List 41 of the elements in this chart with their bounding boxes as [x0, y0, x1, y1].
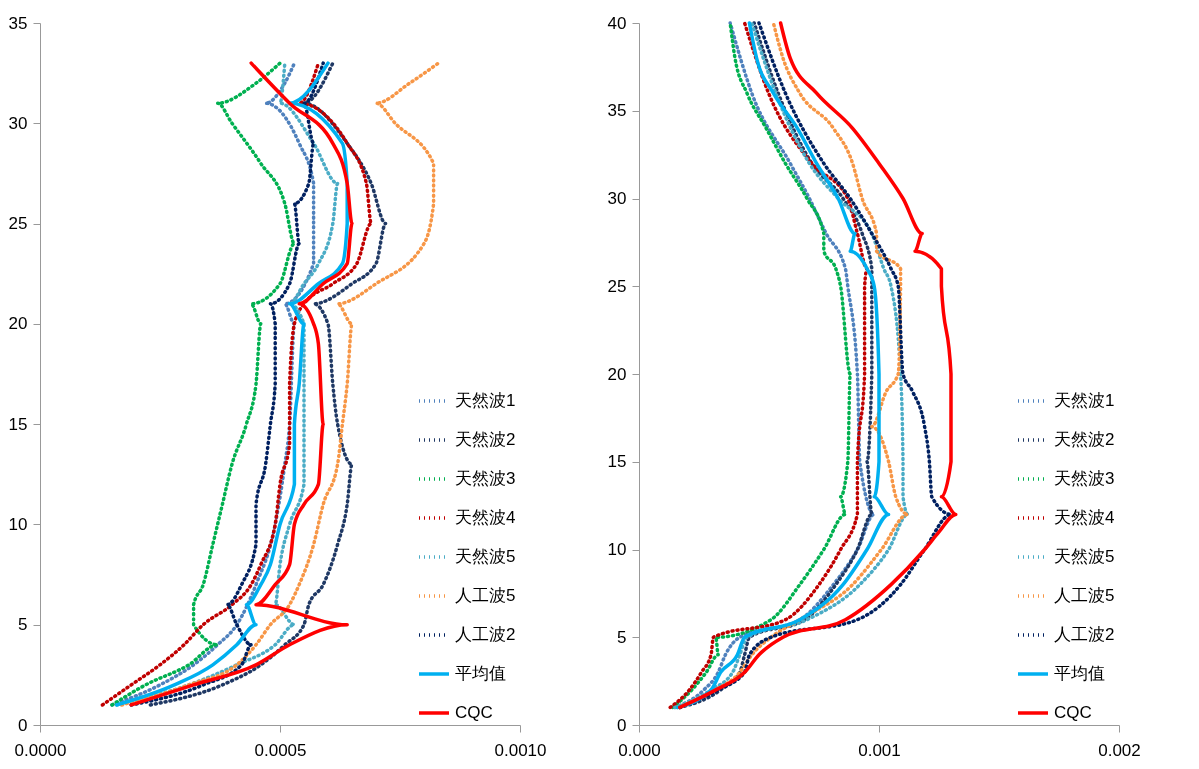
y-tick-label: 35 — [607, 101, 627, 121]
legend-label: 天然波3 — [1054, 469, 1115, 488]
legend-label: 天然波5 — [1054, 547, 1115, 566]
legend-label: 天然波1 — [455, 391, 516, 410]
legend-label: 人工波5 — [1054, 586, 1115, 605]
legend-label: 人工波2 — [455, 625, 516, 644]
y-tick-label: 10 — [8, 514, 28, 534]
y-tick-label: 35 — [8, 13, 28, 33]
legend-label: 天然波2 — [1054, 430, 1115, 449]
legend-label: 天然波4 — [455, 508, 516, 527]
y-tick-label: 0 — [18, 715, 28, 735]
y-tick-label: 0 — [617, 715, 627, 735]
legend-label: 天然波5 — [455, 547, 516, 566]
x-tick-label: 0.001 — [858, 740, 901, 760]
legend-label: 天然波1 — [1054, 391, 1115, 410]
y-tick-label: 20 — [8, 314, 28, 334]
y-tick-label: 5 — [617, 627, 627, 647]
legend-label: 天然波4 — [1054, 508, 1115, 527]
y-tick-label: 30 — [8, 113, 28, 133]
y-tick-label: 10 — [607, 540, 627, 559]
x-tick-label: 0.0000 — [14, 740, 67, 760]
legend-label: 人工波5 — [455, 586, 516, 605]
y-tick-label: 25 — [8, 214, 28, 234]
x-tick-label: 0.000 — [618, 740, 661, 760]
x-tick-label: 0.0005 — [254, 740, 307, 760]
legend-label: CQC — [455, 703, 493, 722]
legend-label: 平均值 — [1054, 664, 1105, 683]
legend-label: 平均值 — [455, 664, 506, 683]
y-tick-label: 15 — [607, 452, 627, 472]
x-tick-label: 0.0010 — [494, 740, 547, 760]
y-tick-label: 15 — [8, 414, 28, 434]
legend-label: 天然波2 — [455, 430, 516, 449]
legend-label: CQC — [1054, 703, 1092, 722]
y-tick-label: 20 — [607, 364, 627, 384]
y-tick-label: 25 — [607, 276, 627, 296]
x-tick-label: 0.002 — [1098, 740, 1141, 760]
y-tick-label: 30 — [607, 189, 627, 208]
y-tick-label: 5 — [18, 615, 28, 635]
y-tick-label: 40 — [607, 13, 627, 33]
legend-label: 人工波2 — [1054, 625, 1115, 644]
legend-label: 天然波3 — [455, 469, 516, 488]
